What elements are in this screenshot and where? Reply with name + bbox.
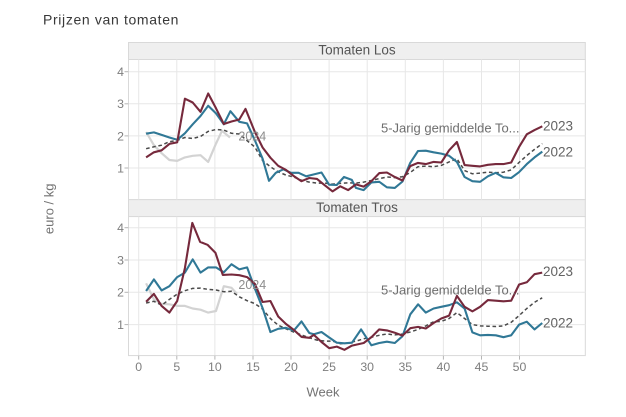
svg-text:euro / kg: euro / kg: [42, 184, 57, 235]
svg-text:35: 35: [398, 360, 412, 374]
svg-text:2024: 2024: [238, 130, 266, 144]
svg-text:10: 10: [208, 360, 222, 374]
svg-text:2: 2: [117, 129, 124, 143]
svg-text:40: 40: [437, 360, 451, 374]
svg-text:45: 45: [475, 360, 489, 374]
svg-text:2022: 2022: [543, 315, 573, 330]
svg-text:Week: Week: [307, 385, 340, 400]
svg-text:2: 2: [117, 286, 124, 300]
svg-text:Tomaten Tros: Tomaten Tros: [316, 200, 398, 215]
svg-text:3: 3: [117, 253, 124, 267]
svg-text:2022: 2022: [543, 145, 573, 160]
svg-text:2023: 2023: [543, 119, 573, 134]
svg-text:1: 1: [117, 161, 124, 175]
svg-text:0: 0: [135, 360, 142, 374]
svg-text:5: 5: [173, 360, 180, 374]
svg-text:25: 25: [322, 360, 336, 374]
svg-text:2023: 2023: [543, 264, 573, 279]
svg-text:1: 1: [117, 318, 124, 332]
svg-text:Tomaten Los: Tomaten Los: [318, 43, 396, 58]
svg-text:Prijzen van tomaten: Prijzen van tomaten: [43, 12, 179, 28]
svg-text:3: 3: [117, 97, 124, 111]
svg-text:4: 4: [117, 65, 124, 79]
svg-text:5-Jarig gemiddelde To...: 5-Jarig gemiddelde To...: [381, 282, 520, 297]
svg-text:2024: 2024: [238, 278, 266, 292]
svg-text:20: 20: [284, 360, 298, 374]
svg-text:30: 30: [360, 360, 374, 374]
svg-text:15: 15: [246, 360, 260, 374]
svg-text:50: 50: [513, 360, 527, 374]
svg-text:4: 4: [117, 221, 124, 235]
svg-text:5-Jarig gemiddelde To...: 5-Jarig gemiddelde To...: [381, 121, 520, 136]
